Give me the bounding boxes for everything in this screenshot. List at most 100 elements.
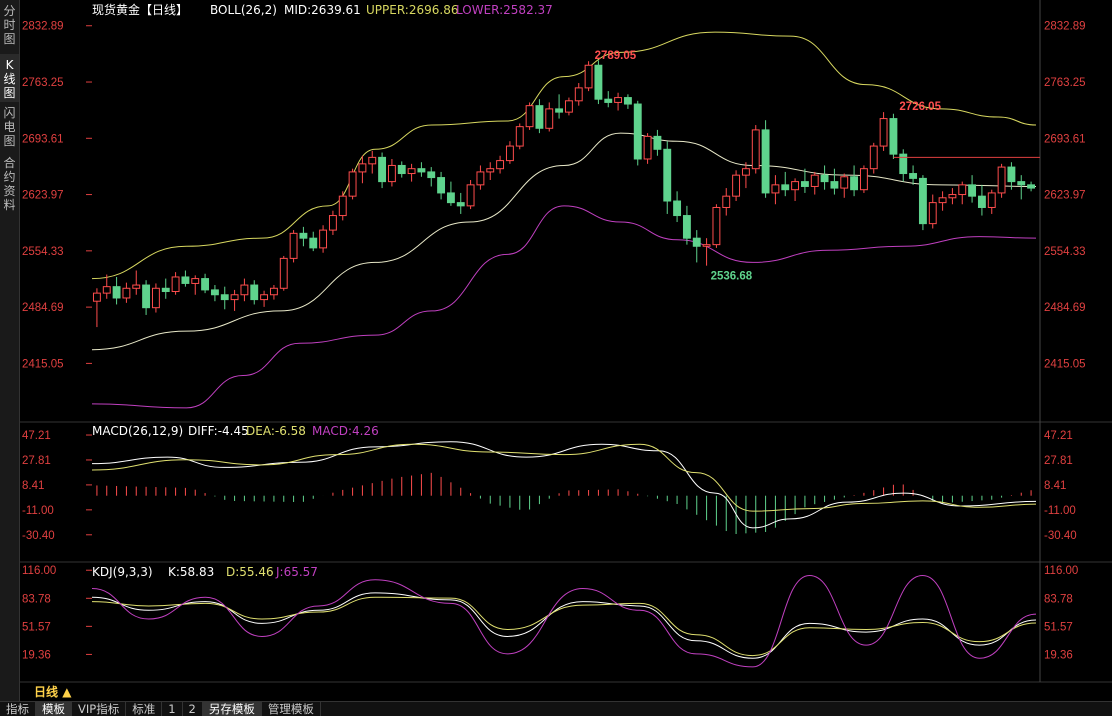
tab-layout-2[interactable]: 2 xyxy=(183,702,203,716)
tab-kline[interactable]: K线图 xyxy=(0,54,20,102)
kline-chart[interactable]: 2832.89 2832.89 2763.25 2763.25 2693.61 2693.… xyxy=(20,0,1112,684)
timeframe-selector[interactable]: 日线 ▲ xyxy=(34,685,72,699)
candle xyxy=(319,229,328,249)
candle xyxy=(751,129,760,170)
sidebar-filler xyxy=(0,214,20,701)
macd-left-tick: -30.40 xyxy=(22,530,55,542)
candle xyxy=(289,232,298,259)
tab-contract-info[interactable]: 合约资料 xyxy=(0,152,20,214)
candle xyxy=(574,87,583,102)
manage-templates-button[interactable]: 管理模板 xyxy=(262,702,321,716)
candle xyxy=(800,181,809,187)
candle xyxy=(269,287,278,296)
candle xyxy=(623,97,632,105)
candle xyxy=(673,200,682,217)
price-left-tick: 2832.89 xyxy=(22,21,64,33)
candle xyxy=(1027,184,1036,189)
candle xyxy=(191,278,200,284)
candle xyxy=(909,173,918,179)
kdj-j-value: J:65.57 xyxy=(275,565,318,579)
candle xyxy=(879,118,888,147)
boll-mid-line xyxy=(91,132,1037,351)
macd-right-tick: -11.00 xyxy=(1044,505,1076,517)
macd-left-tick: -11.00 xyxy=(22,505,54,517)
price-right-tick: 2623.97 xyxy=(1044,190,1086,202)
tab-timeshare[interactable]: 分时图 xyxy=(0,0,20,54)
candle xyxy=(220,294,229,301)
kdj-label: KDJ(9,3,3) xyxy=(92,565,153,579)
candle xyxy=(171,276,180,293)
macd-label: MACD(26,12,9) xyxy=(92,424,183,438)
candle xyxy=(810,174,819,187)
candle xyxy=(869,145,878,170)
candle xyxy=(741,168,750,176)
candle xyxy=(761,129,770,194)
high-label: 2789.05 xyxy=(595,50,637,62)
candle xyxy=(1007,166,1016,183)
tab-layout-1[interactable]: 1 xyxy=(162,702,183,716)
macd-dea-value: DEA:-6.58 xyxy=(246,424,306,438)
kdj-d-value: D:55.46 xyxy=(226,565,274,579)
candle xyxy=(958,184,967,196)
save-template-button[interactable]: 另存模板 xyxy=(202,702,262,716)
price-right-tick: 2554.33 xyxy=(1044,246,1086,258)
price-right-tick: 2415.05 xyxy=(1044,358,1086,370)
tab-templates[interactable]: 模板 xyxy=(36,702,72,716)
candle xyxy=(161,287,170,293)
candle xyxy=(722,195,731,208)
kdj-left-tick: 51.57 xyxy=(22,621,51,633)
candle xyxy=(889,118,898,155)
candle xyxy=(525,105,534,128)
candle xyxy=(692,237,701,247)
candle xyxy=(456,202,465,207)
tab-standard[interactable]: 标准 xyxy=(126,702,163,716)
candle xyxy=(299,232,308,239)
boll-mid-value: MID:2639.61 xyxy=(284,3,361,17)
bottom-toolbar: 指标 模板 VIP指标 标准 1 2 另存模板 管理模板 xyxy=(0,701,1112,716)
candle xyxy=(830,181,839,189)
kdj-k-line xyxy=(91,592,1037,659)
tab-vip-indicators[interactable]: VIP指标 xyxy=(72,702,127,716)
candle xyxy=(260,294,269,301)
macd-value: MACD:4.26 xyxy=(312,424,379,438)
candle xyxy=(102,286,111,294)
candle xyxy=(663,148,672,202)
macd-right-tick: 47.21 xyxy=(1044,430,1073,442)
candle xyxy=(614,97,623,103)
kdj-right-tick: 19.36 xyxy=(1044,649,1073,661)
low-label: 2536.68 xyxy=(711,271,753,283)
candle xyxy=(712,206,721,246)
candle xyxy=(476,171,485,186)
candle xyxy=(387,164,396,183)
candle xyxy=(702,244,711,247)
candle xyxy=(338,195,347,217)
candle xyxy=(968,184,977,197)
candle xyxy=(771,184,780,194)
tab-indicators[interactable]: 指标 xyxy=(0,702,36,716)
candle xyxy=(653,135,662,150)
candle xyxy=(250,284,259,301)
kdj-left-tick: 116.00 xyxy=(22,565,56,577)
macd-diff-value: DIFF:-4.45 xyxy=(188,424,249,438)
candle xyxy=(486,168,495,173)
price-left-tick: 2623.97 xyxy=(22,190,64,202)
price-right-tick: 2693.61 xyxy=(1044,133,1086,145)
price-left-tick: 2554.33 xyxy=(22,246,64,258)
candle xyxy=(112,286,121,299)
candle xyxy=(977,195,986,208)
candle xyxy=(328,215,337,231)
kdj-right-tick: 51.57 xyxy=(1044,621,1073,633)
macd-left-tick: 27.81 xyxy=(22,455,51,467)
price-right-tick: 2832.89 xyxy=(1044,21,1086,33)
candle xyxy=(348,171,357,197)
tab-flash[interactable]: 闪电图 xyxy=(0,102,20,152)
candle xyxy=(584,64,593,89)
candle xyxy=(820,174,829,183)
candle xyxy=(840,176,849,189)
macd-dea-line xyxy=(91,443,1037,512)
candle xyxy=(92,292,101,302)
candle xyxy=(279,257,288,289)
candle xyxy=(604,98,613,103)
candle xyxy=(643,135,652,160)
candle xyxy=(142,284,151,309)
